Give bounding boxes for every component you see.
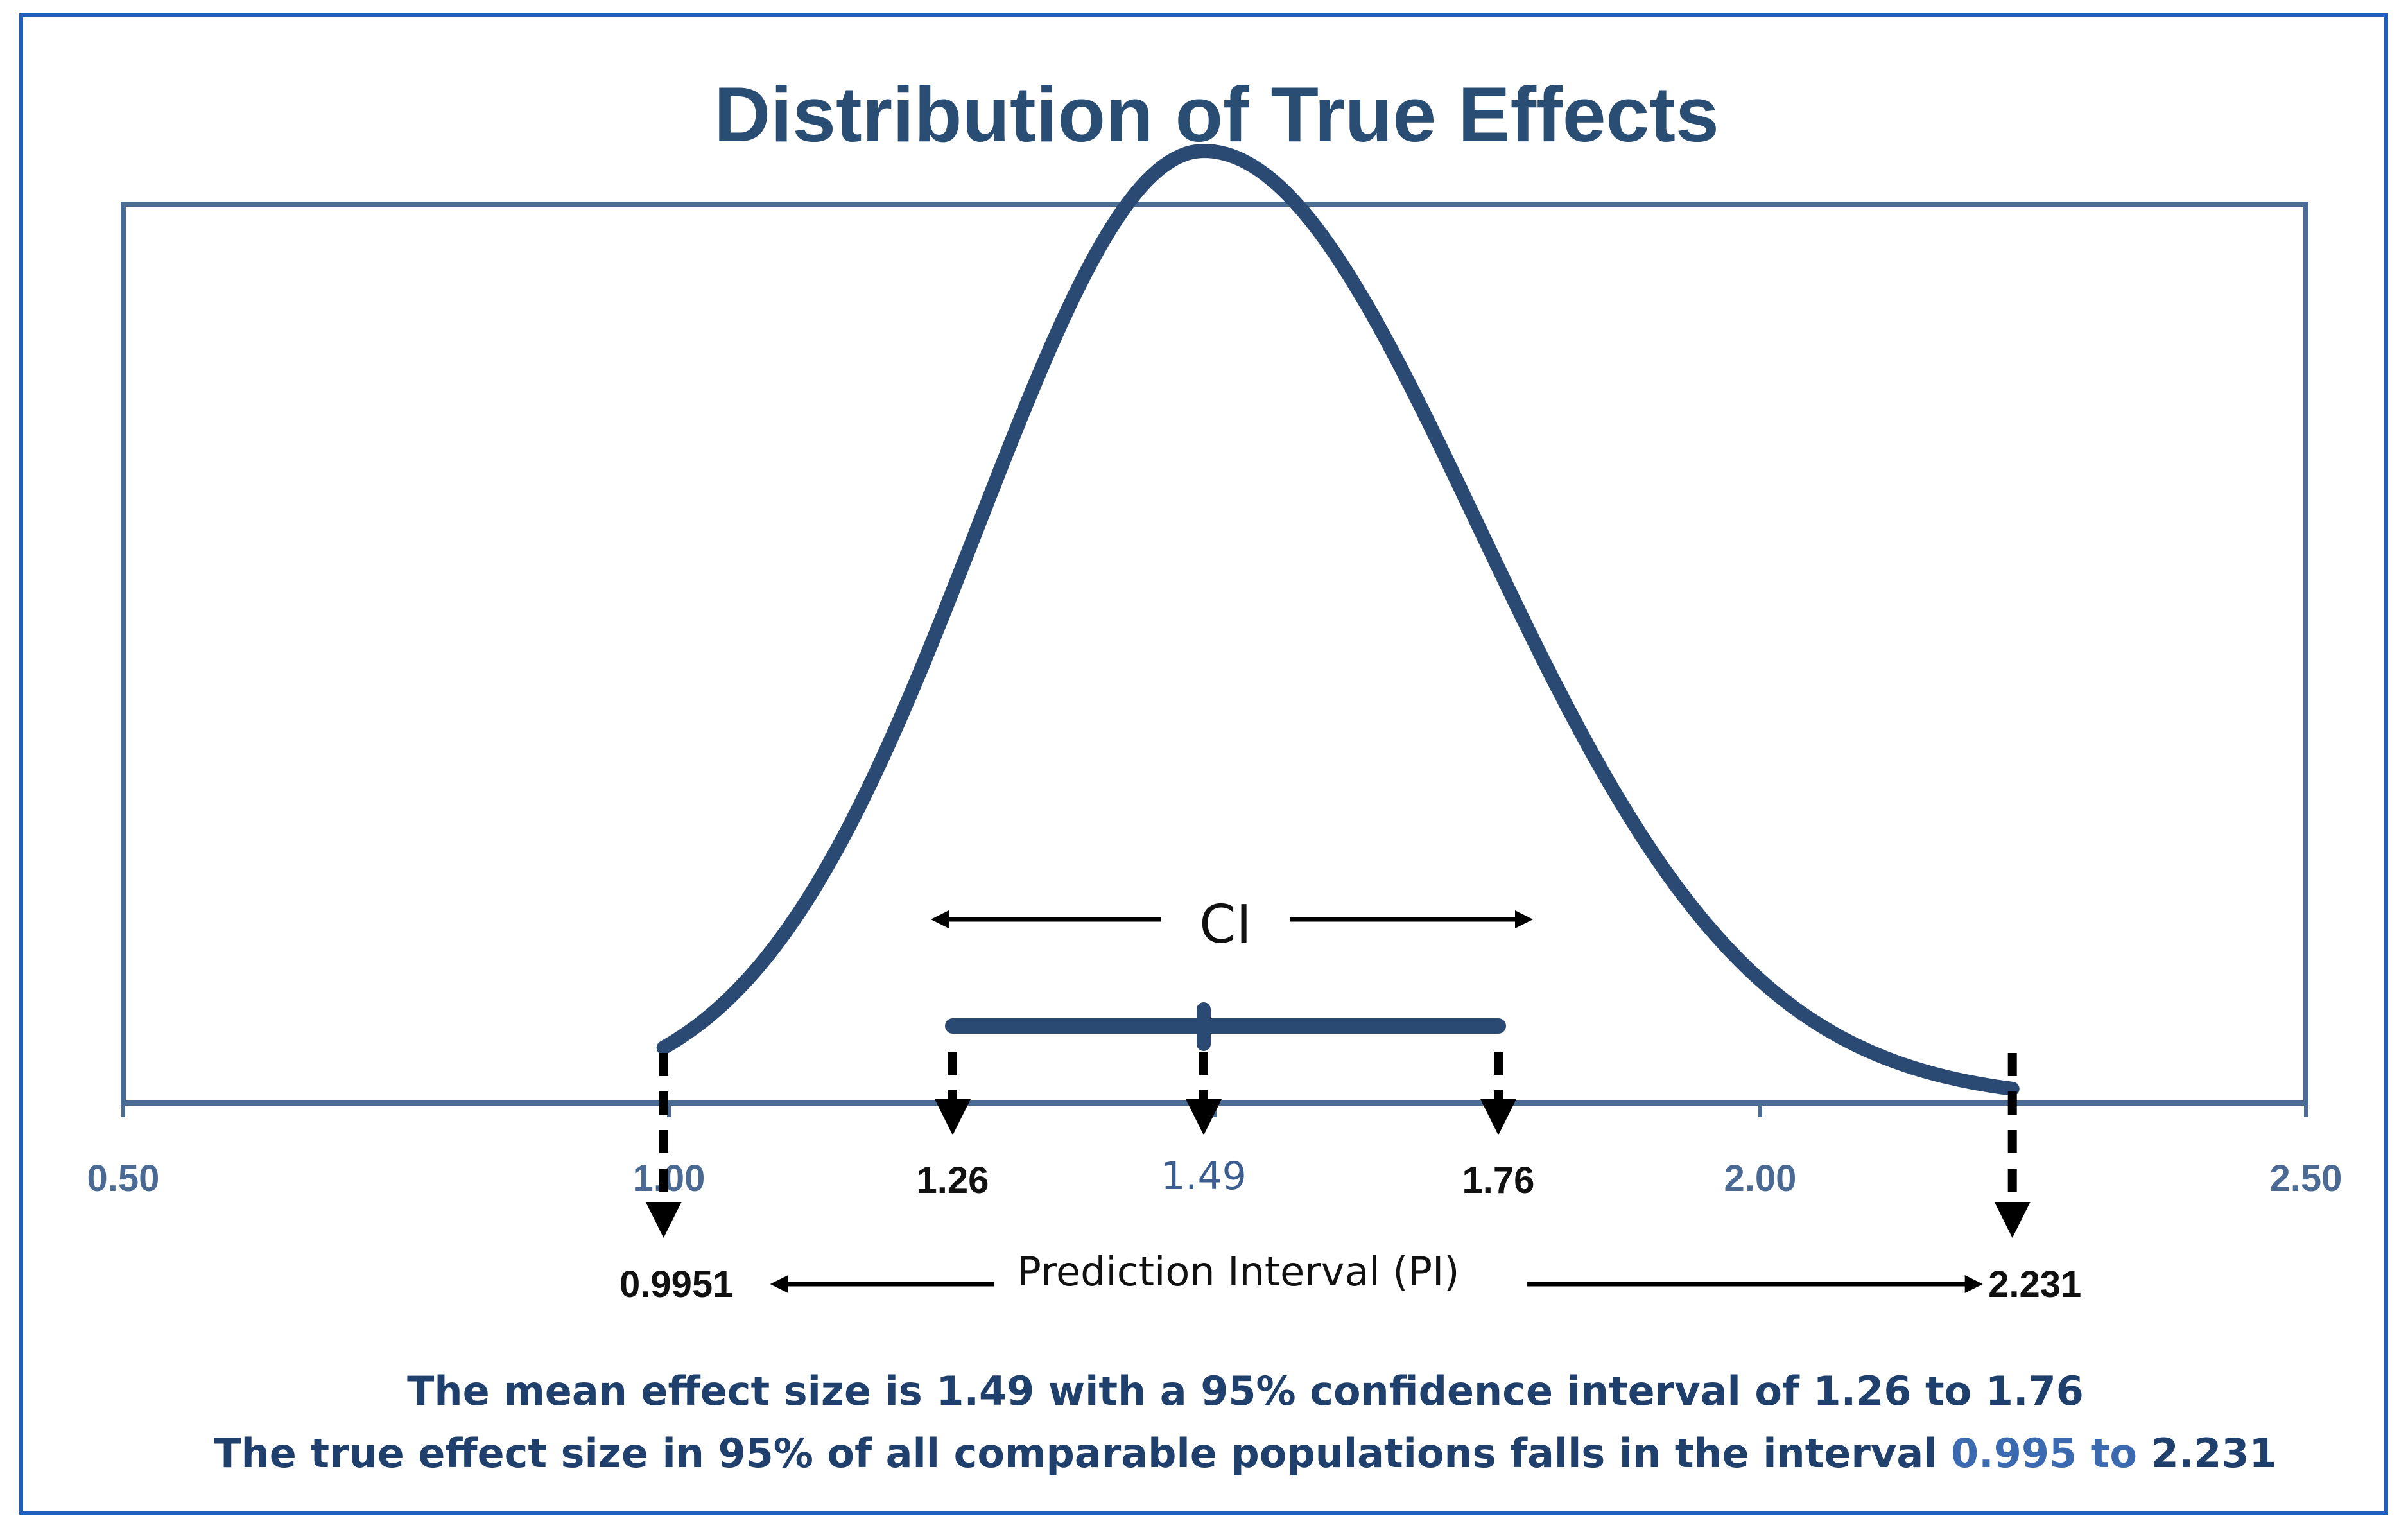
plot-area [121, 202, 2308, 1106]
outer-frame [19, 13, 2388, 1515]
x-tick-label: 2.00 [1724, 1158, 1797, 1199]
pi-upper-label: 2.231 [1988, 1264, 2081, 1305]
ci-lower-label: 1.26 [917, 1160, 989, 1201]
x-axis-ticks [121, 1103, 2308, 1117]
x-tick-label: 2.50 [2270, 1158, 2343, 1199]
footnote-pi-upper: 2.231 [2151, 1430, 2277, 1477]
chart-title: Distribution of True Effects [714, 71, 1719, 158]
footnote-line-1: The mean effect size is 1.49 with a 95% … [407, 1368, 2084, 1414]
footnote-line-2: The true effect size in 95% of all compa… [214, 1430, 2276, 1477]
footnote-line-2-text: The true effect size in 95% of all compa… [214, 1430, 1951, 1477]
x-tick-label: 1.00 [633, 1158, 706, 1199]
ci-upper-label: 1.76 [1462, 1160, 1535, 1201]
footnote-pi-lower: 0.995 [1951, 1430, 2077, 1477]
pi-lower-label: 0.9951 [619, 1264, 733, 1305]
pi-label: Prediction Interval (PI) [1018, 1248, 1460, 1295]
mean-label: 1.49 [1161, 1154, 1247, 1199]
x-tick-label: 0.50 [87, 1158, 160, 1199]
x-axis-tick-labels: 0.50 1.00 2.00 2.50 [87, 1158, 2343, 1199]
distribution-curve [656, 144, 2020, 1096]
footnote-to: to [2077, 1430, 2151, 1477]
ci-label: CI [1199, 894, 1251, 955]
